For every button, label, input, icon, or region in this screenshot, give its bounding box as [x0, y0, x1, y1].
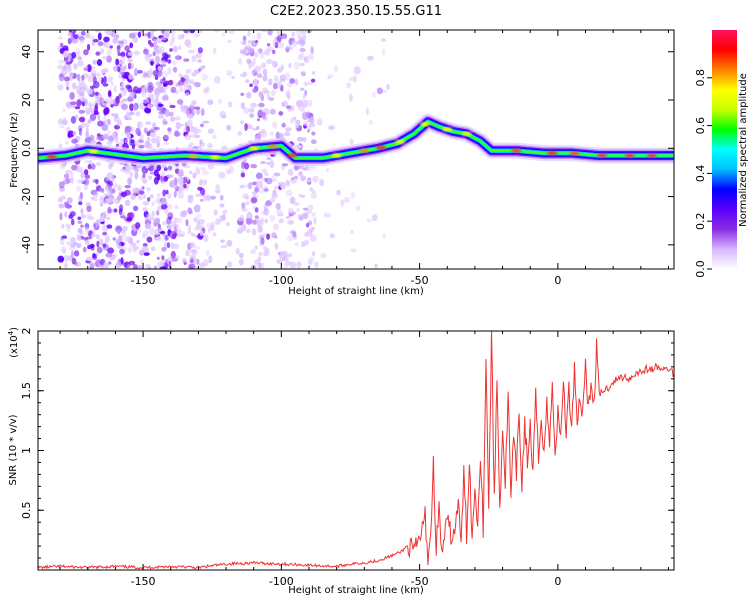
snr-panel: -150 -100 -50 0 0.5 1 1.5 2 Height of straight …	[7, 327, 675, 596]
y-tick-label: -40	[20, 236, 33, 254]
colorbar-tick-label: 0.8	[694, 69, 707, 87]
snr-ylabel: SNR (10 * v/v)	[8, 414, 19, 485]
y-tick-label: 40	[20, 45, 33, 59]
x-tick-label: 0	[554, 575, 561, 588]
spectrogram-ticks: -150 -100 -50 0 -40 -20 0.0 20 40	[20, 30, 674, 287]
colorbar-tick-label: 0.0	[694, 260, 707, 278]
colorbar-tick-label: 0.6	[694, 117, 707, 135]
spectrogram-ridge	[38, 113, 674, 166]
x-tick-label: -150	[131, 575, 156, 588]
colorbar-scale	[712, 30, 737, 269]
spectrogram-ylabel: Frequency (Hz)	[9, 112, 20, 188]
y-tick-label: -20	[20, 188, 33, 206]
colorbar: 0.0 0.2 0.4 0.6 0.8 Normalized spectral ampl…	[694, 30, 749, 278]
colorbar-label: Normalized spectral amplitude	[738, 73, 749, 227]
spectrogram-heatmap	[38, 30, 674, 269]
y-tick-label: 0.5	[20, 502, 33, 520]
y-tick-label: 0.0	[20, 140, 33, 158]
colorbar-tick-label: 0.2	[694, 212, 707, 230]
x-tick-label: -150	[131, 274, 156, 287]
y-tick-label: 2	[20, 328, 33, 335]
y-tick-label: 20	[20, 93, 33, 107]
colorbar-tick-label: 0.4	[694, 165, 707, 183]
figure-title: C2E2.2023.350.15.55.G11	[270, 4, 442, 19]
spectrogram-frame	[37, 29, 675, 270]
colorbar-ticks: 0.0 0.2 0.4 0.6 0.8	[694, 69, 712, 278]
spectrogram-xlabel: Height of straight line (km)	[288, 286, 424, 297]
x-tick-label: -50	[411, 575, 429, 588]
y-tick-label: 1.5	[20, 382, 33, 400]
x-tick-label: -100	[269, 274, 294, 287]
snr-series-line	[38, 331, 674, 570]
snr-frame	[37, 330, 675, 571]
x-tick-label: -100	[269, 575, 294, 588]
snr-xlabel: Height of straight line (km)	[288, 585, 424, 596]
snr-ticks: -150 -100 -50 0 0.5 1 1.5 2	[20, 328, 674, 588]
x-tick-label: 0	[554, 274, 561, 287]
x-tick-label: -50	[411, 274, 429, 287]
spectrogram-panel: -150 -100 -50 0 -40 -20 0.0 20 40 Height of stra…	[9, 29, 675, 297]
y-tick-label: 1	[20, 447, 33, 454]
snr-scale-label: (x104)	[7, 327, 20, 358]
